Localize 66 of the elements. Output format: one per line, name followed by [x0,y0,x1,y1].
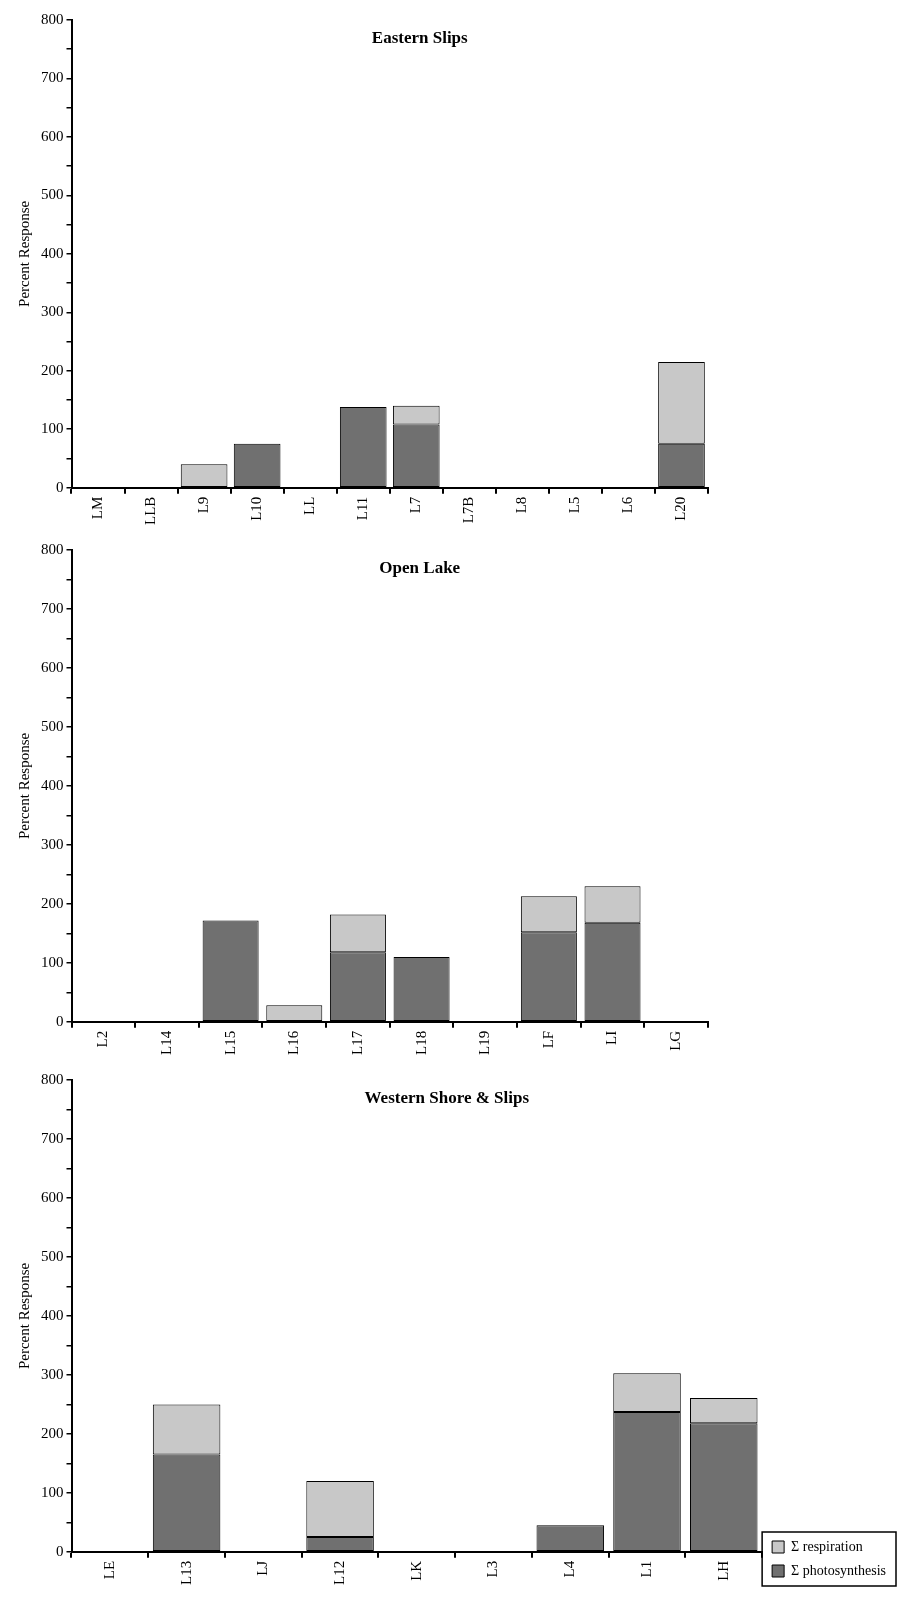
x-tick-label: L2 [94,1030,111,1048]
x-tick-label: LM [88,496,105,520]
x-tick-label: L17 [348,1030,365,1056]
y-tick-label: 200 [41,1424,64,1441]
x-tick-label: L3 [484,1560,501,1578]
x-tick-label: L10 [248,496,265,521]
text: Open Lake [379,557,461,577]
y-tick-label: 600 [41,1188,64,1205]
y-tick-label: 800 [41,540,64,557]
y-tick-label: 800 [41,1070,64,1087]
y-tick-label: 400 [41,776,64,793]
y-tick-label: 700 [41,1129,64,1146]
x-tick-label: LLB [142,496,158,526]
y-tick-label: 700 [41,69,64,86]
x-tick-label: LL [301,496,318,515]
x-tick-label: L16 [285,1030,302,1056]
y-axis-title: Percent Response [15,200,32,307]
text: Eastern Slips [371,27,469,47]
y-tick-label: 300 [41,835,64,852]
x-tick-label: LK [407,1560,424,1581]
y-axis-title: Percent Response [15,1262,32,1370]
x-tick-label: L7B [460,496,477,524]
text: Western Shore & Slips [364,1087,530,1107]
legend-label: Σ respiration [791,1538,863,1554]
y-axis-title: Percent Response [15,732,32,840]
x-tick-label: L18 [412,1030,429,1056]
y-tick-label: 600 [41,658,64,675]
x-tick-label: L7 [407,496,424,514]
y-tick-label: 200 [41,361,64,378]
x-tick-label: LF [539,1030,556,1049]
y-tick-label: 300 [41,1365,64,1382]
y-tick-label: 400 [41,1306,64,1323]
x-tick-label: L13 [177,1560,194,1586]
x-tick-label: L11 [354,496,371,521]
x-tick-label: L9 [195,496,212,514]
y-tick-label: 100 [41,1483,64,1500]
y-tick-label: 200 [41,894,64,911]
y-tick-label: 300 [41,303,64,320]
y-tick-label: 0 [56,1542,64,1559]
y-tick-label: 400 [41,244,64,261]
x-tick-label: L1 [637,1560,654,1578]
y-tick-label: 500 [41,717,64,734]
y-tick-label: 600 [41,127,64,144]
x-tick-label: L4 [561,1560,578,1578]
legend-label: Σ photosynthesis [791,1562,887,1578]
x-tick-label: L20 [672,496,689,521]
y-tick-label: 500 [41,186,64,203]
x-tick-label: LI [603,1030,620,1046]
x-tick-label: L19 [476,1030,493,1056]
x-tick-label: LH [714,1560,731,1581]
x-tick-label: L6 [619,496,636,514]
y-tick-label: 0 [56,1012,64,1029]
y-tick-label: 100 [41,953,64,970]
x-tick-label: L15 [221,1030,238,1056]
x-tick-label: L12 [331,1560,348,1586]
y-tick-label: 800 [41,10,64,27]
x-tick-label: LE [100,1560,117,1580]
y-tick-label: 100 [41,420,64,437]
y-tick-label: 500 [41,1247,64,1264]
y-tick-label: 0 [56,478,64,495]
x-tick-label: L5 [566,496,583,514]
y-tick-label: 700 [41,599,64,616]
x-tick-label: LJ [254,1560,271,1576]
x-tick-label: L8 [513,496,530,514]
x-tick-label: L14 [157,1030,174,1056]
x-tick-label: LG [667,1030,684,1051]
